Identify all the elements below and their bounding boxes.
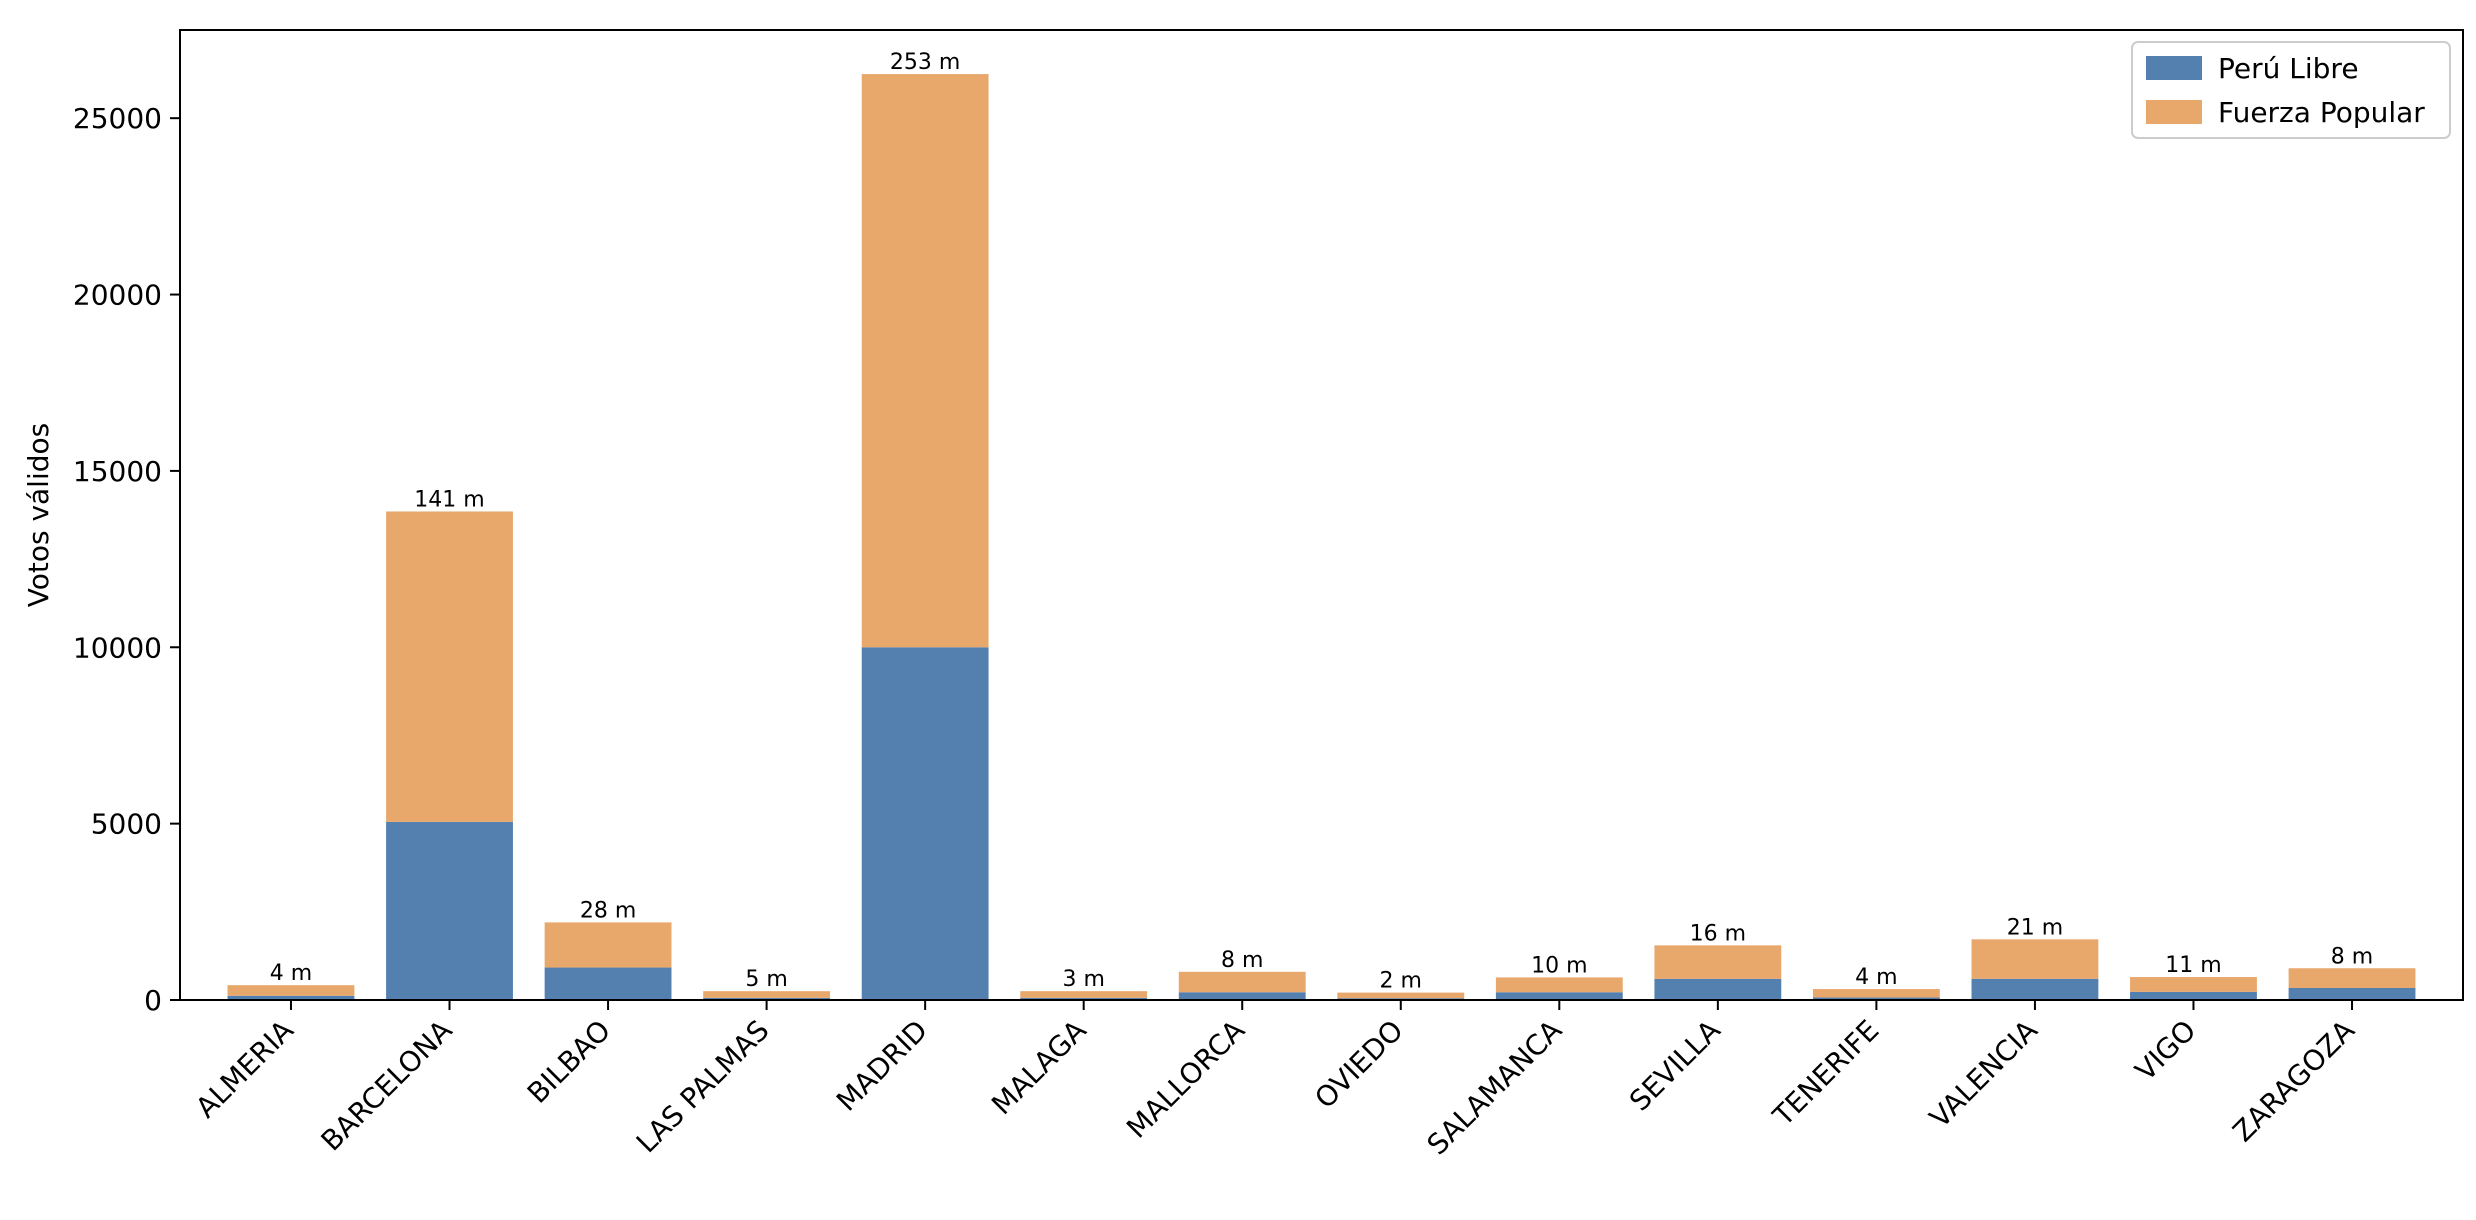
x-tick-label: MALLORCA <box>1120 1014 1251 1145</box>
bar-fuerza-popular-almeria <box>227 985 355 996</box>
bars-layer <box>227 74 2416 1000</box>
x-tick-label: TENERIFE <box>1766 1014 1885 1133</box>
bar-fuerza-popular-mallorca <box>1178 971 1306 993</box>
bar-fuerza-popular-vigo <box>2130 977 2257 992</box>
y-tick-label: 25000 <box>73 102 162 135</box>
bar-fuerza-popular-tenerife <box>1812 989 1940 998</box>
y-tick-label: 20000 <box>73 279 162 312</box>
x-tick-label: OVIEDO <box>1308 1014 1409 1115</box>
bar-total-label: 8 m <box>2331 944 2373 969</box>
y-tick-label: 5000 <box>91 808 162 841</box>
bar-total-label: 253 m <box>890 50 960 75</box>
y-axis: 0 5000 10000 15000 20000 25000 <box>73 102 180 1017</box>
bar-fuerza-popular-malaga <box>1020 991 1148 998</box>
bar-peru-libre-las-palmas <box>703 997 831 1000</box>
legend-swatch <box>2146 56 2202 80</box>
plot-frame <box>179 29 2464 1001</box>
bar-peru-libre-mallorca <box>1178 992 1306 1000</box>
x-tick-label: BARCELONA <box>315 1014 459 1158</box>
x-tick-label: SEVILLA <box>1623 1014 1727 1118</box>
legend-label: Perú Libre <box>2218 52 2359 85</box>
bar-peru-libre-barcelona <box>386 821 513 1000</box>
bar-peru-libre-madrid <box>861 647 989 1000</box>
bar-total-label: 11 m <box>2165 953 2221 978</box>
bar-peru-libre-malaga <box>1020 997 1148 1000</box>
x-tick-label: ALMERIA <box>189 1014 300 1125</box>
y-tick-label: 0 <box>144 984 162 1017</box>
x-tick-label: SALAMANCA <box>1421 1014 1569 1162</box>
legend: Perú Libre Fuerza Popular <box>2131 41 2451 139</box>
bar-peru-libre-salamanca <box>1495 992 1623 1000</box>
bar-peru-libre-tenerife <box>1812 997 1940 1000</box>
bar-peru-libre-almeria <box>227 995 355 1000</box>
x-axis: ALMERIA BARCELONA BILBAO LAS PALMAS MADRID MA… <box>189 1000 2361 1161</box>
y-axis-title: Votos válidos <box>22 423 55 608</box>
bar-total-label: 21 m <box>2007 915 2063 940</box>
legend-label: Fuerza Popular <box>2218 96 2425 129</box>
bar-fuerza-popular-oviedo <box>1337 992 1465 999</box>
bar-total-label: 28 m <box>580 898 636 923</box>
bar-fuerza-popular-valencia <box>1971 939 2099 979</box>
y-tick-label: 15000 <box>73 455 162 488</box>
bar-total-label: 3 m <box>1062 967 1104 992</box>
bar-peru-libre-valencia <box>1971 978 2099 1000</box>
x-tick-label: MADRID <box>830 1014 934 1118</box>
bar-fuerza-popular-sevilla <box>1654 945 1782 979</box>
bar-peru-libre-sevilla <box>1654 978 1782 1000</box>
bar-total-label: 8 m <box>1221 948 1263 973</box>
bar-fuerza-popular-las-palmas <box>703 991 831 998</box>
legend-swatch <box>2146 100 2202 124</box>
bar-labels-layer: 4 m 141 m 28 m 5 m 253 m 3 m 8 m 2 m 10 m 16 m 4 m… <box>270 50 2373 994</box>
x-tick-label: MALAGA <box>985 1014 1093 1122</box>
x-tick-label: LAS PALMAS <box>630 1014 776 1160</box>
x-tick-label: ZARAGOZA <box>2226 1014 2361 1149</box>
bar-total-label: 4 m <box>270 961 312 986</box>
bar-total-label: 16 m <box>1690 921 1746 946</box>
bar-peru-libre-zaragoza <box>2288 988 2416 1000</box>
bar-total-label: 2 m <box>1380 969 1422 994</box>
bar-fuerza-popular-madrid <box>861 74 989 648</box>
bar-total-label: 5 m <box>745 967 787 992</box>
bar-peru-libre-vigo <box>2130 991 2257 1000</box>
bar-fuerza-popular-zaragoza <box>2288 968 2416 989</box>
x-tick-label: VALENCIA <box>1923 1014 2044 1135</box>
bar-total-label: 10 m <box>1531 953 1587 978</box>
bar-fuerza-popular-bilbao <box>544 922 672 968</box>
bar-peru-libre-bilbao <box>544 967 672 1000</box>
x-tick-label: BILBAO <box>521 1014 617 1110</box>
bar-fuerza-popular-barcelona <box>386 511 513 822</box>
bar-fuerza-popular-salamanca <box>1495 977 1623 993</box>
bar-total-label: 4 m <box>1855 965 1897 990</box>
bar-total-label: 141 m <box>414 487 484 512</box>
legend-box <box>2131 41 2451 139</box>
y-tick-label: 10000 <box>73 631 162 664</box>
x-tick-label: VIGO <box>2129 1014 2203 1088</box>
